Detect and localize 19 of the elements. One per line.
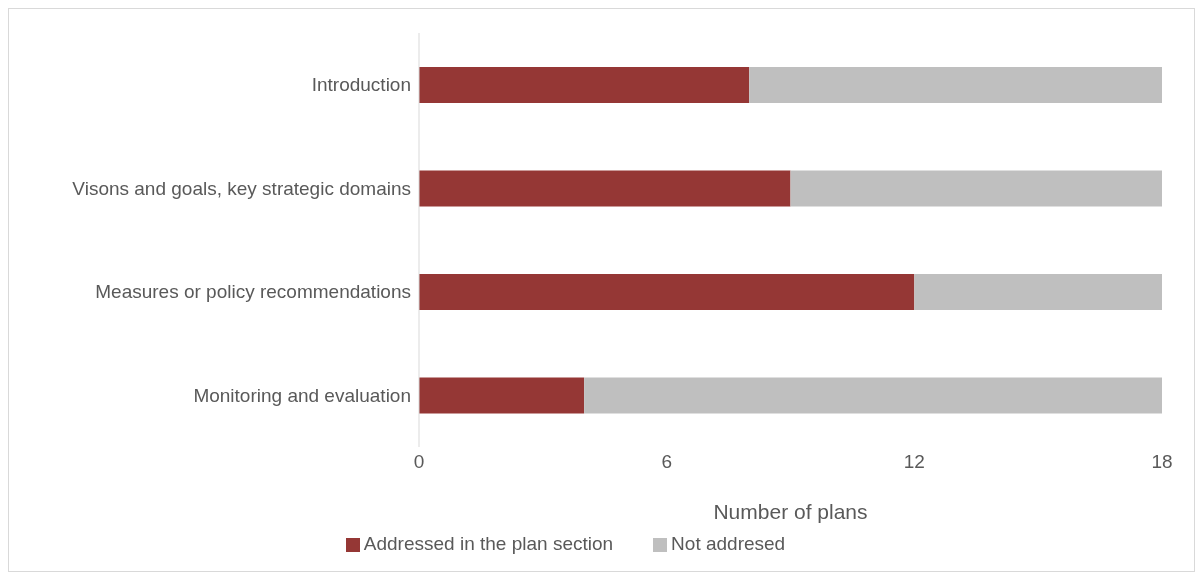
x-tick-label: 18 xyxy=(1151,451,1173,473)
bar xyxy=(790,170,1162,207)
x-tick-label: 0 xyxy=(413,451,425,473)
y-tick-label: Visons and goals, key strategic domains xyxy=(72,177,411,199)
bar xyxy=(914,274,1162,310)
bar xyxy=(749,67,1162,103)
bar xyxy=(419,67,750,103)
y-tick-label: Measures or policy recommendations xyxy=(95,281,411,303)
x-tick-label: 12 xyxy=(903,451,925,473)
bar xyxy=(419,170,791,207)
legend-label: Addressed in the plan section xyxy=(363,533,614,554)
x-tick-label: 6 xyxy=(661,451,672,473)
bar xyxy=(419,377,585,414)
x-axis-title: Number of plans xyxy=(713,500,868,523)
y-tick-label: Introduction xyxy=(311,74,411,96)
bar xyxy=(419,274,915,310)
bar xyxy=(584,377,1162,414)
y-tick-label: Monitoring and evaluation xyxy=(193,384,411,406)
legend-label: Not addresed xyxy=(671,533,786,554)
